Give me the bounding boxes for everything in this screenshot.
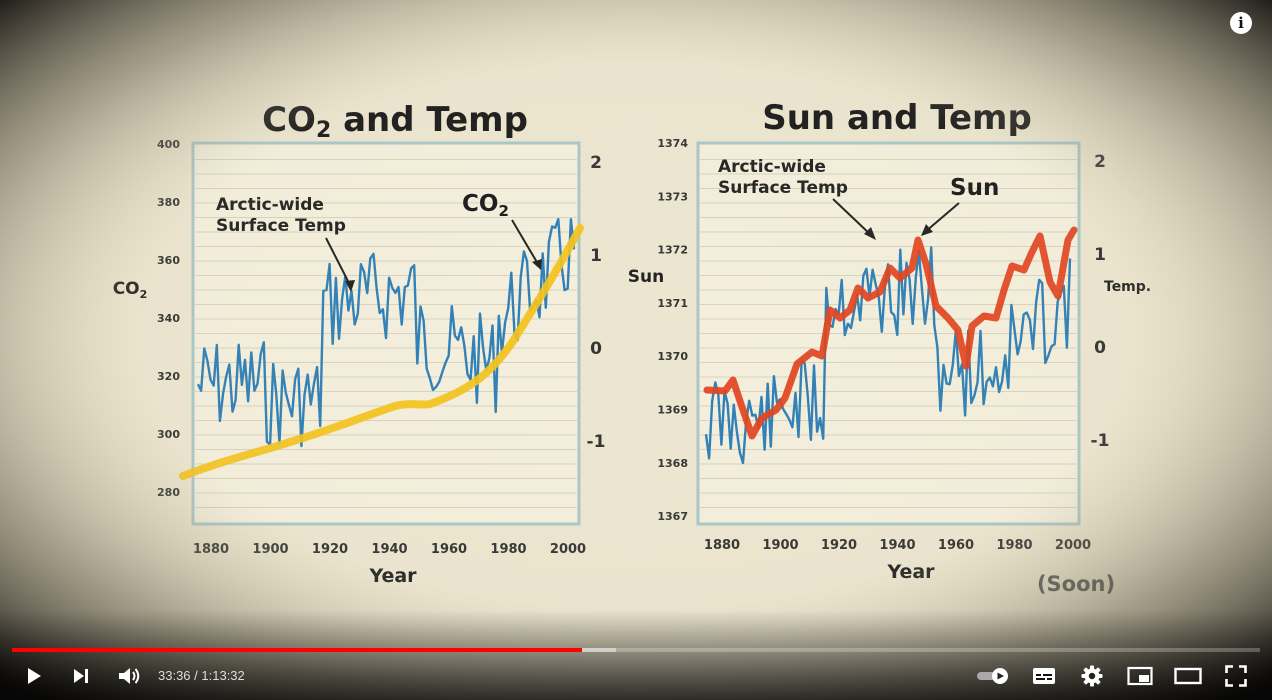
volume-icon	[119, 668, 140, 684]
miniplayer-button[interactable]	[1124, 652, 1156, 700]
theater-mode-icon	[1174, 667, 1202, 685]
fullscreen-icon	[1225, 665, 1247, 687]
time-current: 33:36	[158, 668, 191, 683]
co2-chart-title: CO2 and Temp	[262, 100, 528, 143]
co2-x-axis-label: Year	[368, 565, 417, 587]
settings-gear-icon	[1081, 665, 1103, 687]
sun-y-tick-label: 1372	[657, 244, 688, 257]
next-button[interactable]	[66, 652, 96, 700]
co2-x-tick-label: 1900	[252, 542, 288, 557]
sun-chart-annotation-temp-line2: Surface Temp	[718, 178, 848, 198]
sun-chart-annotation-temp-line1: Arctic-wide	[718, 157, 826, 177]
autoplay-toggle-icon	[977, 668, 1008, 684]
sun-right-tick-label: 2	[1094, 152, 1106, 172]
sun-series-annotation: Sun	[950, 175, 999, 201]
sun-y-tick-label: 1368	[657, 457, 688, 470]
info-button[interactable]: i	[1230, 12, 1252, 34]
play-button[interactable]	[18, 652, 50, 700]
miniplayer-icon	[1127, 666, 1153, 686]
co2-y-tick-label: 340	[157, 312, 180, 325]
co2-x-tick-label: 1880	[193, 542, 229, 557]
co2-x-tick-label: 2000	[550, 542, 586, 557]
sun-chart-right-axis-label: Temp.	[1104, 279, 1151, 295]
co2-right-tick-label: 2	[590, 153, 602, 173]
co2-x-tick-label: 1940	[371, 542, 407, 557]
sun-x-tick-label: 1980	[996, 538, 1032, 553]
sun-right-tick-label: 0	[1094, 338, 1106, 358]
sun-chart-title: Sun and Temp	[762, 98, 1032, 138]
co2-right-tick-label: 0	[590, 339, 602, 359]
co2-x-tick-label: 1980	[490, 542, 526, 557]
sun-y-tick-label: 1367	[657, 510, 688, 523]
time-separator: /	[190, 668, 202, 683]
sun-x-tick-label: 1960	[938, 538, 974, 553]
sun-y-axis-label: Sun	[628, 267, 664, 287]
sun-y-tick-label: 1374	[657, 137, 688, 150]
sun-y-tick-label: 1373	[657, 190, 688, 203]
autoplay-toggle[interactable]	[975, 652, 1011, 700]
fullscreen-button[interactable]	[1220, 652, 1252, 700]
progress-bar[interactable]	[12, 648, 1260, 652]
progress-played	[12, 648, 583, 652]
volume-button[interactable]	[113, 652, 145, 700]
sun-y-tick-label: 1371	[657, 297, 688, 310]
co2-y-tick-label: 380	[157, 196, 180, 209]
theater-mode-button[interactable]	[1172, 652, 1204, 700]
sun-right-tick-label: -1	[1091, 431, 1110, 451]
sun-x-tick-label: 1900	[762, 538, 798, 553]
sun-x-axis-label: Year	[886, 561, 935, 583]
next-icon	[74, 669, 88, 683]
co2-x-tick-label: 1920	[312, 542, 348, 557]
source-credit: (Soon)	[1037, 572, 1115, 596]
co2-chart-annotation-temp-line1: Arctic-wide	[216, 195, 324, 215]
time-display: 33:36 / 1:13:32	[158, 652, 245, 700]
co2-right-tick-label: 1	[590, 246, 602, 266]
sun-y-tick-label: 1370	[657, 350, 688, 363]
settings-button[interactable]	[1076, 652, 1108, 700]
subtitles-button[interactable]	[1028, 652, 1060, 700]
sun-x-tick-label: 1940	[879, 538, 915, 553]
co2-y-tick-label: 400	[157, 138, 180, 151]
player-controls: 33:36 / 1:13:32	[0, 652, 1272, 700]
time-total: 1:13:32	[201, 668, 245, 683]
play-icon	[28, 668, 41, 684]
sun-chart: Sun and Temp 1374 1373 1372 1371 1370 1369 136…	[628, 98, 1151, 596]
subtitles-icon	[1033, 668, 1055, 684]
co2-x-tick-label: 1960	[431, 542, 467, 557]
co2-chart-annotation-temp-line2: Surface Temp	[216, 216, 346, 236]
sun-x-tick-label: 1920	[821, 538, 857, 553]
co2-y-tick-label: 360	[157, 254, 180, 267]
sun-x-tick-label: 2000	[1055, 538, 1091, 553]
sun-right-tick-label: 1	[1094, 245, 1106, 265]
co2-right-tick-label: -1	[587, 432, 606, 452]
sun-y-tick-label: 1369	[657, 404, 688, 417]
co2-y-tick-label: 300	[157, 428, 180, 441]
co2-y-tick-label: 280	[157, 486, 180, 499]
co2-y-tick-label: 320	[157, 370, 180, 383]
sun-x-tick-label: 1880	[704, 538, 740, 553]
